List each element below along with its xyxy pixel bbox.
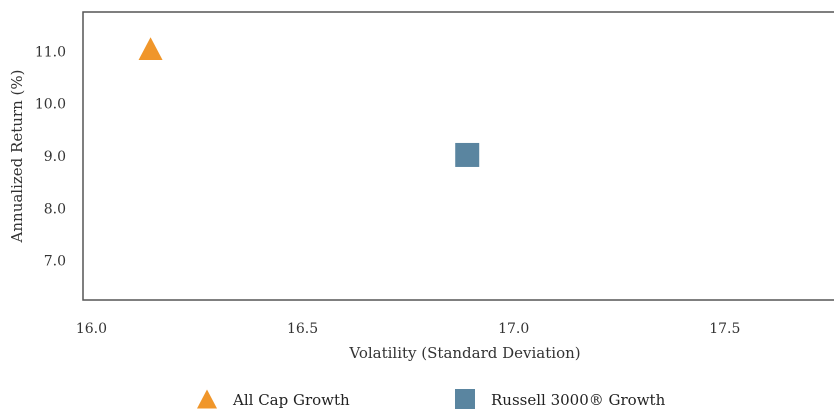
y-tick-label: 11.0 xyxy=(35,44,66,60)
x-axis-ticks: 16.0 16.5 17.0 17.5 xyxy=(76,321,741,337)
x-axis-title: Volatility (Standard Deviation) xyxy=(348,344,580,362)
x-tick-label: 16.5 xyxy=(287,321,318,337)
legend-item: All Cap Growth xyxy=(197,389,350,409)
legend: All Cap Growth Russell 3000® Growth xyxy=(197,389,666,409)
x-tick-label: 17.0 xyxy=(498,321,529,337)
data-point xyxy=(138,37,163,61)
legend-item: Russell 3000® Growth xyxy=(455,389,666,409)
y-tick-label: 8.0 xyxy=(44,201,66,217)
x-tick-label: 16.0 xyxy=(76,321,107,337)
legend-label: All Cap Growth xyxy=(232,391,350,409)
y-axis-title: Annualized Return (%) xyxy=(8,70,26,244)
y-axis-ticks: 7.0 8.0 9.0 10.0 11.0 xyxy=(35,44,66,269)
data-points xyxy=(138,37,480,167)
x-tick-label: 17.5 xyxy=(709,321,740,337)
y-tick-label: 7.0 xyxy=(44,254,66,270)
data-point xyxy=(455,142,480,167)
legend-label: Russell 3000® Growth xyxy=(491,391,666,409)
y-tick-label: 10.0 xyxy=(35,97,66,113)
y-tick-label: 9.0 xyxy=(44,149,66,165)
legend-marker xyxy=(455,389,475,409)
legend-marker xyxy=(197,389,217,409)
plot-frame xyxy=(82,11,834,301)
